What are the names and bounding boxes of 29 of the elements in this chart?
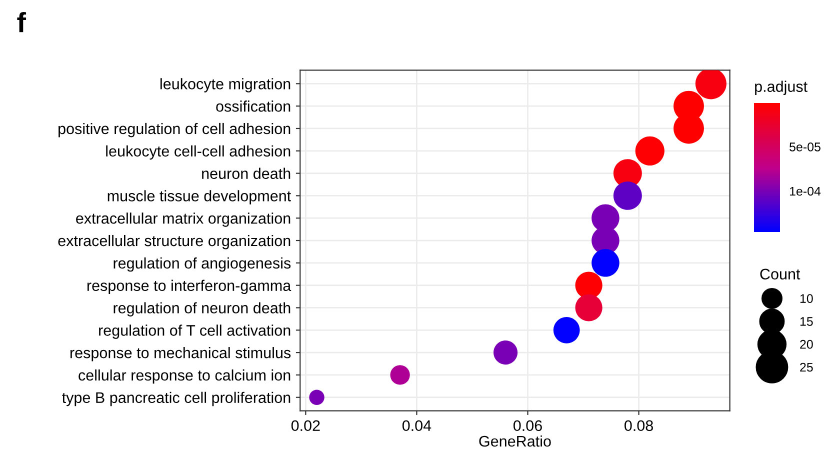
color-bar-label: 5e-05 <box>790 142 820 152</box>
x-axis-title: GeneRatio <box>479 435 551 447</box>
x-tick-label: 0.06 <box>513 420 542 432</box>
y-tick-label: response to interferon-gamma <box>87 280 292 294</box>
y-tick-label: cellular response to calcium ion <box>78 369 290 384</box>
y-tick-label: muscle tissue development <box>108 190 291 204</box>
x-tick-label: 0.02 <box>291 420 320 432</box>
y-tick-label: response to mechanical stimulus <box>70 347 291 362</box>
legend-label: 20 <box>800 340 813 349</box>
color-bar-label: 1e-04 <box>790 186 821 196</box>
y-tick-label: extracellular matrix organization <box>76 212 290 227</box>
color-bar-title: p.adjust <box>755 80 808 95</box>
y-tick-label: leukocyte cell-cell adhesion <box>106 145 290 160</box>
x-tick-label: 0.04 <box>402 420 432 432</box>
legend-label: 25 <box>800 362 813 372</box>
text: f <box>17 12 26 32</box>
y-tick-label: regulation of neuron death <box>114 302 290 316</box>
x-tick-label: 0.08 <box>624 420 653 432</box>
y-tick-label: leukocyte migration <box>160 78 290 92</box>
y-tick-label: ossification <box>216 100 290 112</box>
y-tick-label: regulation of T cell activation <box>99 324 290 339</box>
y-tick-label: regulation of angiogenesis <box>114 257 291 272</box>
y-tick-label: positive regulation of cell adhesion <box>58 122 290 138</box>
y-tick-label: extracellular structure organization <box>58 234 290 250</box>
y-tick-label: neuron death <box>202 168 290 179</box>
y-tick-label: type B pancreatic cell proliferation <box>62 392 290 406</box>
legend-label: 15 <box>800 317 813 326</box>
legend-label: 10 <box>800 294 813 303</box>
legend-title: Count <box>760 268 800 280</box>
